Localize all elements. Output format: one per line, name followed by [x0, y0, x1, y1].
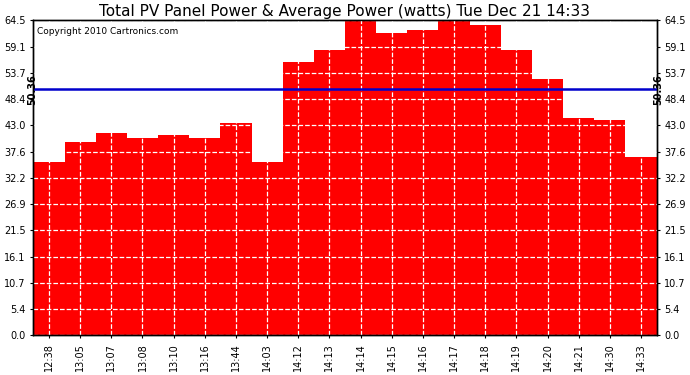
Bar [127, 138, 158, 335]
Bar [96, 133, 127, 335]
Bar [501, 50, 532, 335]
Bar [33, 162, 65, 335]
Text: 50.36: 50.36 [27, 74, 37, 105]
Bar [563, 118, 594, 335]
Bar [189, 138, 220, 335]
Bar [252, 162, 283, 335]
Bar [438, 15, 470, 335]
Bar [220, 123, 252, 335]
Bar [407, 30, 438, 335]
Bar [470, 25, 501, 335]
Bar [625, 157, 657, 335]
Bar [532, 79, 563, 335]
Bar [314, 50, 345, 335]
Title: Total PV Panel Power & Average Power (watts) Tue Dec 21 14:33: Total PV Panel Power & Average Power (wa… [99, 4, 591, 19]
Bar [376, 33, 407, 335]
Bar [594, 120, 625, 335]
Bar [158, 135, 189, 335]
Bar [283, 62, 314, 335]
Text: Copyright 2010 Cartronics.com: Copyright 2010 Cartronics.com [37, 27, 178, 36]
Bar [345, 15, 376, 335]
Bar [65, 142, 96, 335]
Text: 50.36: 50.36 [653, 74, 663, 105]
